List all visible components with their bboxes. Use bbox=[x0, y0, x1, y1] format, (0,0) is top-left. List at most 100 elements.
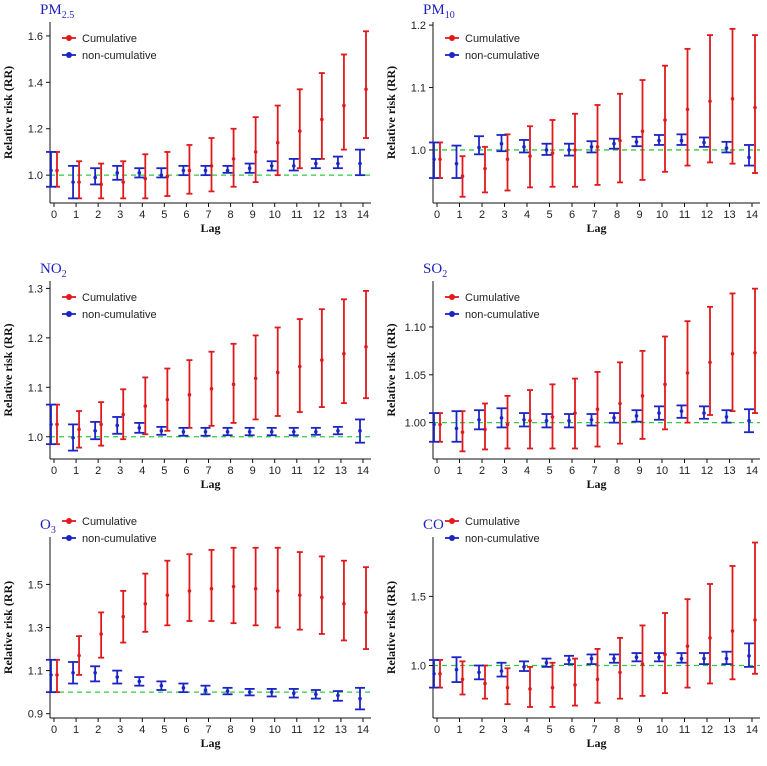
point-estimate bbox=[522, 417, 526, 422]
panel-title: PM2.5 bbox=[40, 2, 74, 21]
point-estimate bbox=[247, 690, 252, 694]
errorbar-noncumulative bbox=[451, 656, 462, 683]
errorbar-noncumulative bbox=[586, 413, 597, 427]
y-tick-label: 1.5 bbox=[411, 591, 426, 603]
point-estimate bbox=[477, 670, 481, 675]
errorbar-cumulative bbox=[98, 162, 105, 200]
x-tick-label: 14 bbox=[746, 465, 758, 477]
errorbar-cumulative bbox=[76, 635, 83, 676]
errorbar-cumulative bbox=[617, 361, 623, 445]
point-estimate bbox=[663, 652, 667, 657]
y-tick-label: 1.6 bbox=[28, 31, 43, 43]
errorbar-noncumulative bbox=[541, 142, 552, 156]
legend: Cumulative non-cumulative bbox=[62, 292, 157, 321]
legend: Cumulative non-cumulative bbox=[62, 516, 157, 545]
point-estimate bbox=[358, 161, 362, 166]
x-tick-label: 0 bbox=[434, 465, 440, 477]
x-tick-label: 14 bbox=[746, 209, 758, 221]
y-tick-label: 1.3 bbox=[28, 623, 43, 635]
errorbar-noncumulative bbox=[90, 421, 101, 441]
x-tick-label: 6 bbox=[183, 724, 189, 736]
y-tick-label: 1.1 bbox=[411, 83, 426, 95]
legend: Cumulative non-cumulative bbox=[445, 33, 540, 62]
errorbar-noncumulative bbox=[112, 164, 123, 181]
y-axis-label: Relative risk (RR) bbox=[1, 66, 15, 159]
errorbar-noncumulative bbox=[654, 652, 664, 663]
x-tick-label: 9 bbox=[250, 465, 256, 477]
legend-label-cumulative: Cumulative bbox=[82, 292, 137, 304]
point-estimate bbox=[314, 161, 318, 166]
legend-marker-noncumulative bbox=[449, 52, 455, 58]
errorbar-cumulative bbox=[363, 289, 369, 400]
errorbar-noncumulative bbox=[288, 426, 299, 437]
errorbar-noncumulative bbox=[744, 408, 754, 434]
errorbar-noncumulative bbox=[586, 140, 597, 154]
errorbar-noncumulative bbox=[222, 164, 233, 174]
point-estimate bbox=[342, 103, 346, 108]
errorbar-cumulative bbox=[120, 589, 127, 644]
x-tick-label: 8 bbox=[228, 209, 234, 221]
errorbar-cumulative bbox=[274, 326, 281, 417]
errorbar-noncumulative bbox=[134, 167, 145, 179]
point-estimate bbox=[730, 96, 735, 101]
point-estimate bbox=[595, 145, 600, 149]
point-estimate bbox=[165, 174, 170, 179]
x-tick-label: 9 bbox=[636, 724, 642, 736]
y-tick-label: 1.0 bbox=[411, 660, 426, 672]
x-tick-label: 10 bbox=[269, 209, 281, 221]
errorbar-cumulative bbox=[504, 394, 511, 450]
errorbar-cumulative bbox=[252, 116, 259, 184]
errorbar-cumulative bbox=[617, 92, 623, 184]
point-estimate bbox=[297, 593, 302, 597]
errorbar-cumulative bbox=[120, 160, 127, 200]
x-tick-label: 7 bbox=[205, 724, 211, 736]
errorbar-cumulative bbox=[729, 565, 736, 681]
x-tick-label: 12 bbox=[313, 209, 325, 221]
x-tick-label: 9 bbox=[636, 209, 642, 221]
point-estimate bbox=[291, 691, 296, 696]
point-estimate bbox=[573, 411, 577, 415]
x-axis-label: Lag bbox=[200, 477, 220, 491]
errorbar-noncumulative bbox=[654, 405, 664, 421]
x-tick-label: 11 bbox=[679, 209, 690, 221]
point-estimate bbox=[522, 665, 526, 669]
errorbar-noncumulative bbox=[699, 405, 709, 420]
errorbar-cumulative bbox=[318, 555, 325, 635]
point-estimate bbox=[505, 685, 510, 690]
errorbar-noncumulative bbox=[541, 413, 552, 429]
errorbar-cumulative bbox=[186, 553, 193, 622]
errorbar-cumulative bbox=[572, 657, 578, 707]
errorbar-cumulative bbox=[572, 377, 578, 450]
errorbar-cumulative bbox=[164, 367, 171, 432]
errorbar-cumulative bbox=[437, 412, 443, 443]
point-estimate bbox=[460, 677, 465, 682]
y-tick-label: 1.00 bbox=[405, 418, 426, 430]
point-estimate bbox=[115, 423, 120, 428]
panel-title: NO2 bbox=[40, 261, 67, 280]
errorbar-cumulative bbox=[76, 410, 83, 449]
point-estimate bbox=[483, 681, 487, 686]
point-estimate bbox=[55, 673, 59, 677]
errorbar-cumulative bbox=[729, 27, 736, 165]
errorbar-cumulative bbox=[54, 403, 60, 446]
errorbar-noncumulative bbox=[631, 409, 642, 423]
x-tick-label: 0 bbox=[51, 724, 57, 736]
panel-title: O3 bbox=[40, 517, 56, 536]
point-estimate bbox=[93, 670, 97, 675]
errorbar-cumulative bbox=[318, 72, 325, 160]
point-estimate bbox=[618, 670, 622, 675]
errorbar-noncumulative bbox=[676, 404, 687, 419]
errorbar-cumulative bbox=[662, 64, 668, 173]
point-estimate bbox=[528, 154, 532, 158]
point-estimate bbox=[730, 629, 735, 633]
point-estimate bbox=[438, 422, 442, 427]
x-tick-label: 1 bbox=[73, 724, 79, 736]
errorbar-noncumulative bbox=[631, 652, 642, 663]
errorbar-cumulative bbox=[164, 151, 171, 197]
point-estimate bbox=[203, 688, 208, 692]
errorbar-noncumulative bbox=[496, 661, 507, 678]
point-estimate bbox=[314, 692, 318, 697]
errorbar-cumulative bbox=[752, 34, 758, 174]
x-tick-label: 10 bbox=[269, 724, 281, 736]
errorbar-cumulative bbox=[617, 636, 623, 700]
